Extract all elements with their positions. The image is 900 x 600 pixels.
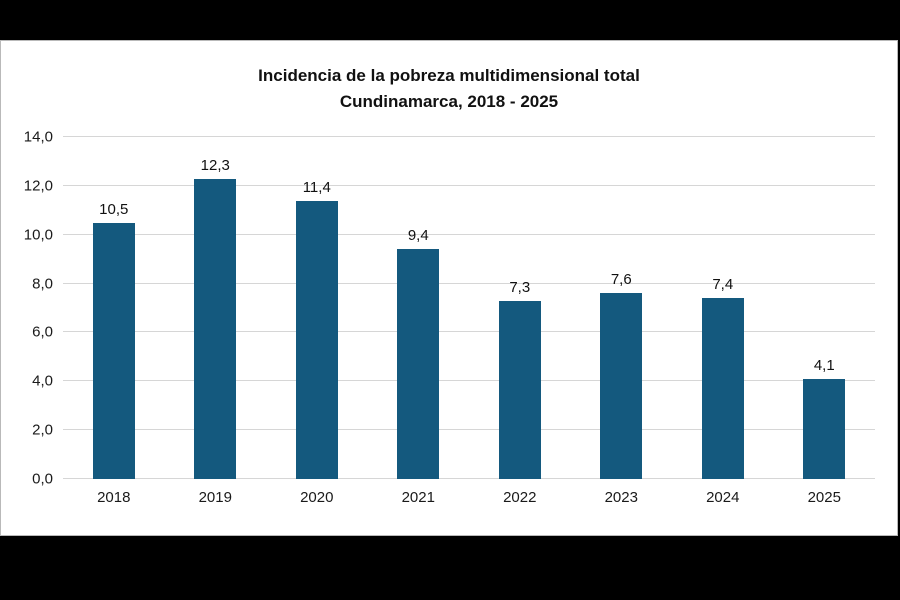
x-tick-label: 2023 (604, 489, 638, 506)
bar-value-label: 10,5 (99, 200, 129, 218)
plot-grid: 0,0 2,0 4,0 6,0 8,0 10,0 12,0 14,0 (24, 129, 875, 488)
bar-column-2023: 7,6 (571, 137, 673, 479)
gridline (63, 478, 875, 479)
bar (498, 300, 541, 479)
y-tick-label: 0,0 (32, 470, 53, 488)
x-tick-label: 2021 (401, 489, 435, 506)
bar (295, 200, 338, 479)
bar-series: 10,5 12,3 11,4 9,4 7,3 7,6 7,4 4,1 (63, 137, 875, 479)
y-tick-label: 12,0 (23, 177, 53, 195)
bar-value-label: 7,3 (509, 278, 531, 296)
chart-title-line2: Cundinamarca, 2018 - 2025 (339, 92, 559, 112)
bar (194, 178, 237, 479)
gridline (63, 282, 875, 284)
x-tick-label: 2022 (503, 489, 537, 506)
chart-panel: Incidencia de la pobreza multidimensiona… (0, 40, 898, 536)
bar-value-label: 7,4 (712, 276, 734, 294)
chart-title: Incidencia de la pobreza multidimensiona… (1, 63, 897, 116)
y-tick-label: 6,0 (32, 323, 53, 341)
y-tick-label: 4,0 (32, 372, 53, 390)
bar-column-2025: 4,1 (774, 137, 876, 479)
bar-value-label: 9,4 (407, 227, 429, 245)
bar-column-2019: 12,3 (165, 137, 267, 479)
chart-title-line1: Incidencia de la pobreza multidimensiona… (258, 66, 640, 85)
gridline (63, 380, 875, 382)
bar-value-label: 11,4 (302, 178, 331, 196)
bar-column-2024: 7,4 (672, 137, 774, 479)
bar (803, 378, 846, 479)
bar-value-label: 4,1 (813, 356, 835, 374)
gridline (63, 184, 875, 186)
y-tick-label: 2,0 (32, 421, 53, 439)
bar (701, 298, 744, 479)
x-tick-label: 2025 (807, 489, 841, 506)
y-tick-label: 10,0 (23, 226, 53, 244)
y-tick-label: 8,0 (32, 275, 53, 293)
bar (92, 222, 135, 479)
bar-column-2020: 11,4 (266, 137, 368, 479)
chart-plot-area: 0,0 2,0 4,0 6,0 8,0 10,0 12,0 14,0 10,5 12,3 11,4… (24, 129, 875, 488)
bar-value-label: 7,6 (610, 271, 632, 289)
x-tick-label: 2019 (198, 489, 232, 506)
bar (600, 293, 643, 479)
y-tick-label: 14,0 (23, 128, 53, 146)
bar (397, 249, 440, 479)
x-axis-labels: 2018 2019 2020 2021 2022 2023 2024 2025 (63, 489, 875, 506)
gridline (63, 429, 875, 431)
bar-column-2021: 9,4 (368, 137, 470, 479)
gridline (63, 233, 875, 235)
x-tick-label: 2018 (97, 489, 131, 506)
x-tick-label: 2024 (706, 489, 740, 506)
bar-column-2022: 7,3 (469, 137, 571, 479)
gridline (63, 136, 875, 137)
x-tick-label: 2020 (300, 489, 334, 506)
bar-column-2018: 10,5 (63, 137, 165, 479)
gridline (63, 331, 875, 333)
bar-value-label: 12,3 (200, 156, 230, 174)
